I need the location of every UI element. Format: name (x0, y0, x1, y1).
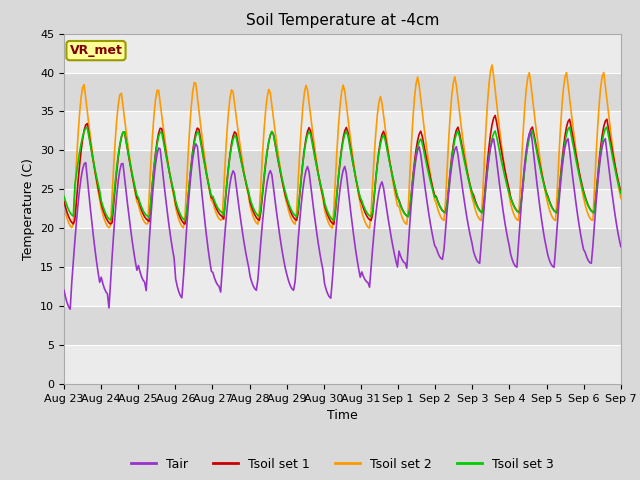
Tair (255, 256, 263, 262)
Bar (64, 267, 621, 306)
Tair (617, 244, 625, 250)
Bar (64, 34, 621, 72)
Tsoil set 3 (588, 208, 595, 214)
Tair (130, 249, 138, 255)
Bar (64, 72, 621, 111)
Tsoil set 3 (226, 154, 234, 159)
Tsoil set 2 (226, 96, 234, 101)
Tsoil set 3 (617, 191, 625, 196)
X-axis label: Time: Time (327, 409, 358, 422)
Bar (64, 345, 621, 384)
Line: Tair: Tair (64, 131, 621, 309)
Tsoil set 2 (488, 62, 496, 68)
Tsoil set 2 (365, 225, 373, 231)
Tsoil set 1 (617, 189, 625, 194)
Tair (246, 274, 254, 279)
Tsoil set 3 (244, 189, 252, 194)
Line: Tsoil set 2: Tsoil set 2 (64, 65, 621, 228)
Tair (527, 128, 534, 134)
Tsoil set 3 (129, 171, 136, 177)
Tsoil set 1 (226, 152, 234, 157)
Tsoil set 2 (244, 193, 252, 199)
Tsoil set 3 (254, 213, 262, 218)
Legend: Tair, Tsoil set 1, Tsoil set 2, Tsoil set 3: Tair, Tsoil set 1, Tsoil set 2, Tsoil se… (126, 453, 559, 476)
Tsoil set 3 (303, 132, 311, 138)
Bar (64, 228, 621, 267)
Tsoil set 1 (492, 113, 499, 119)
Bar (64, 150, 621, 189)
Tair (228, 173, 236, 179)
Tsoil set 2 (617, 195, 625, 201)
Tsoil set 2 (303, 87, 311, 93)
Tair (60, 288, 68, 293)
Line: Tsoil set 3: Tsoil set 3 (64, 127, 621, 220)
Tsoil set 1 (303, 129, 311, 134)
Title: Soil Temperature at -4cm: Soil Temperature at -4cm (246, 13, 439, 28)
Y-axis label: Temperature (C): Temperature (C) (22, 158, 35, 260)
Tsoil set 1 (244, 191, 252, 196)
Tsoil set 2 (254, 221, 262, 227)
Tair (589, 243, 596, 249)
Tsoil set 3 (60, 193, 68, 199)
Tair (67, 306, 74, 312)
Tsoil set 3 (603, 124, 611, 130)
Text: VR_met: VR_met (70, 44, 122, 57)
Tsoil set 2 (129, 172, 136, 178)
Tsoil set 1 (129, 173, 136, 179)
Tair (305, 169, 313, 175)
Tsoil set 1 (589, 209, 596, 215)
Tsoil set 3 (330, 217, 338, 223)
Tsoil set 1 (330, 221, 338, 227)
Tsoil set 1 (254, 216, 262, 222)
Tsoil set 1 (60, 199, 68, 204)
Bar (64, 306, 621, 345)
Tsoil set 2 (589, 217, 596, 223)
Tsoil set 2 (60, 204, 68, 210)
Bar (64, 189, 621, 228)
Line: Tsoil set 1: Tsoil set 1 (64, 116, 621, 224)
Bar (64, 111, 621, 150)
